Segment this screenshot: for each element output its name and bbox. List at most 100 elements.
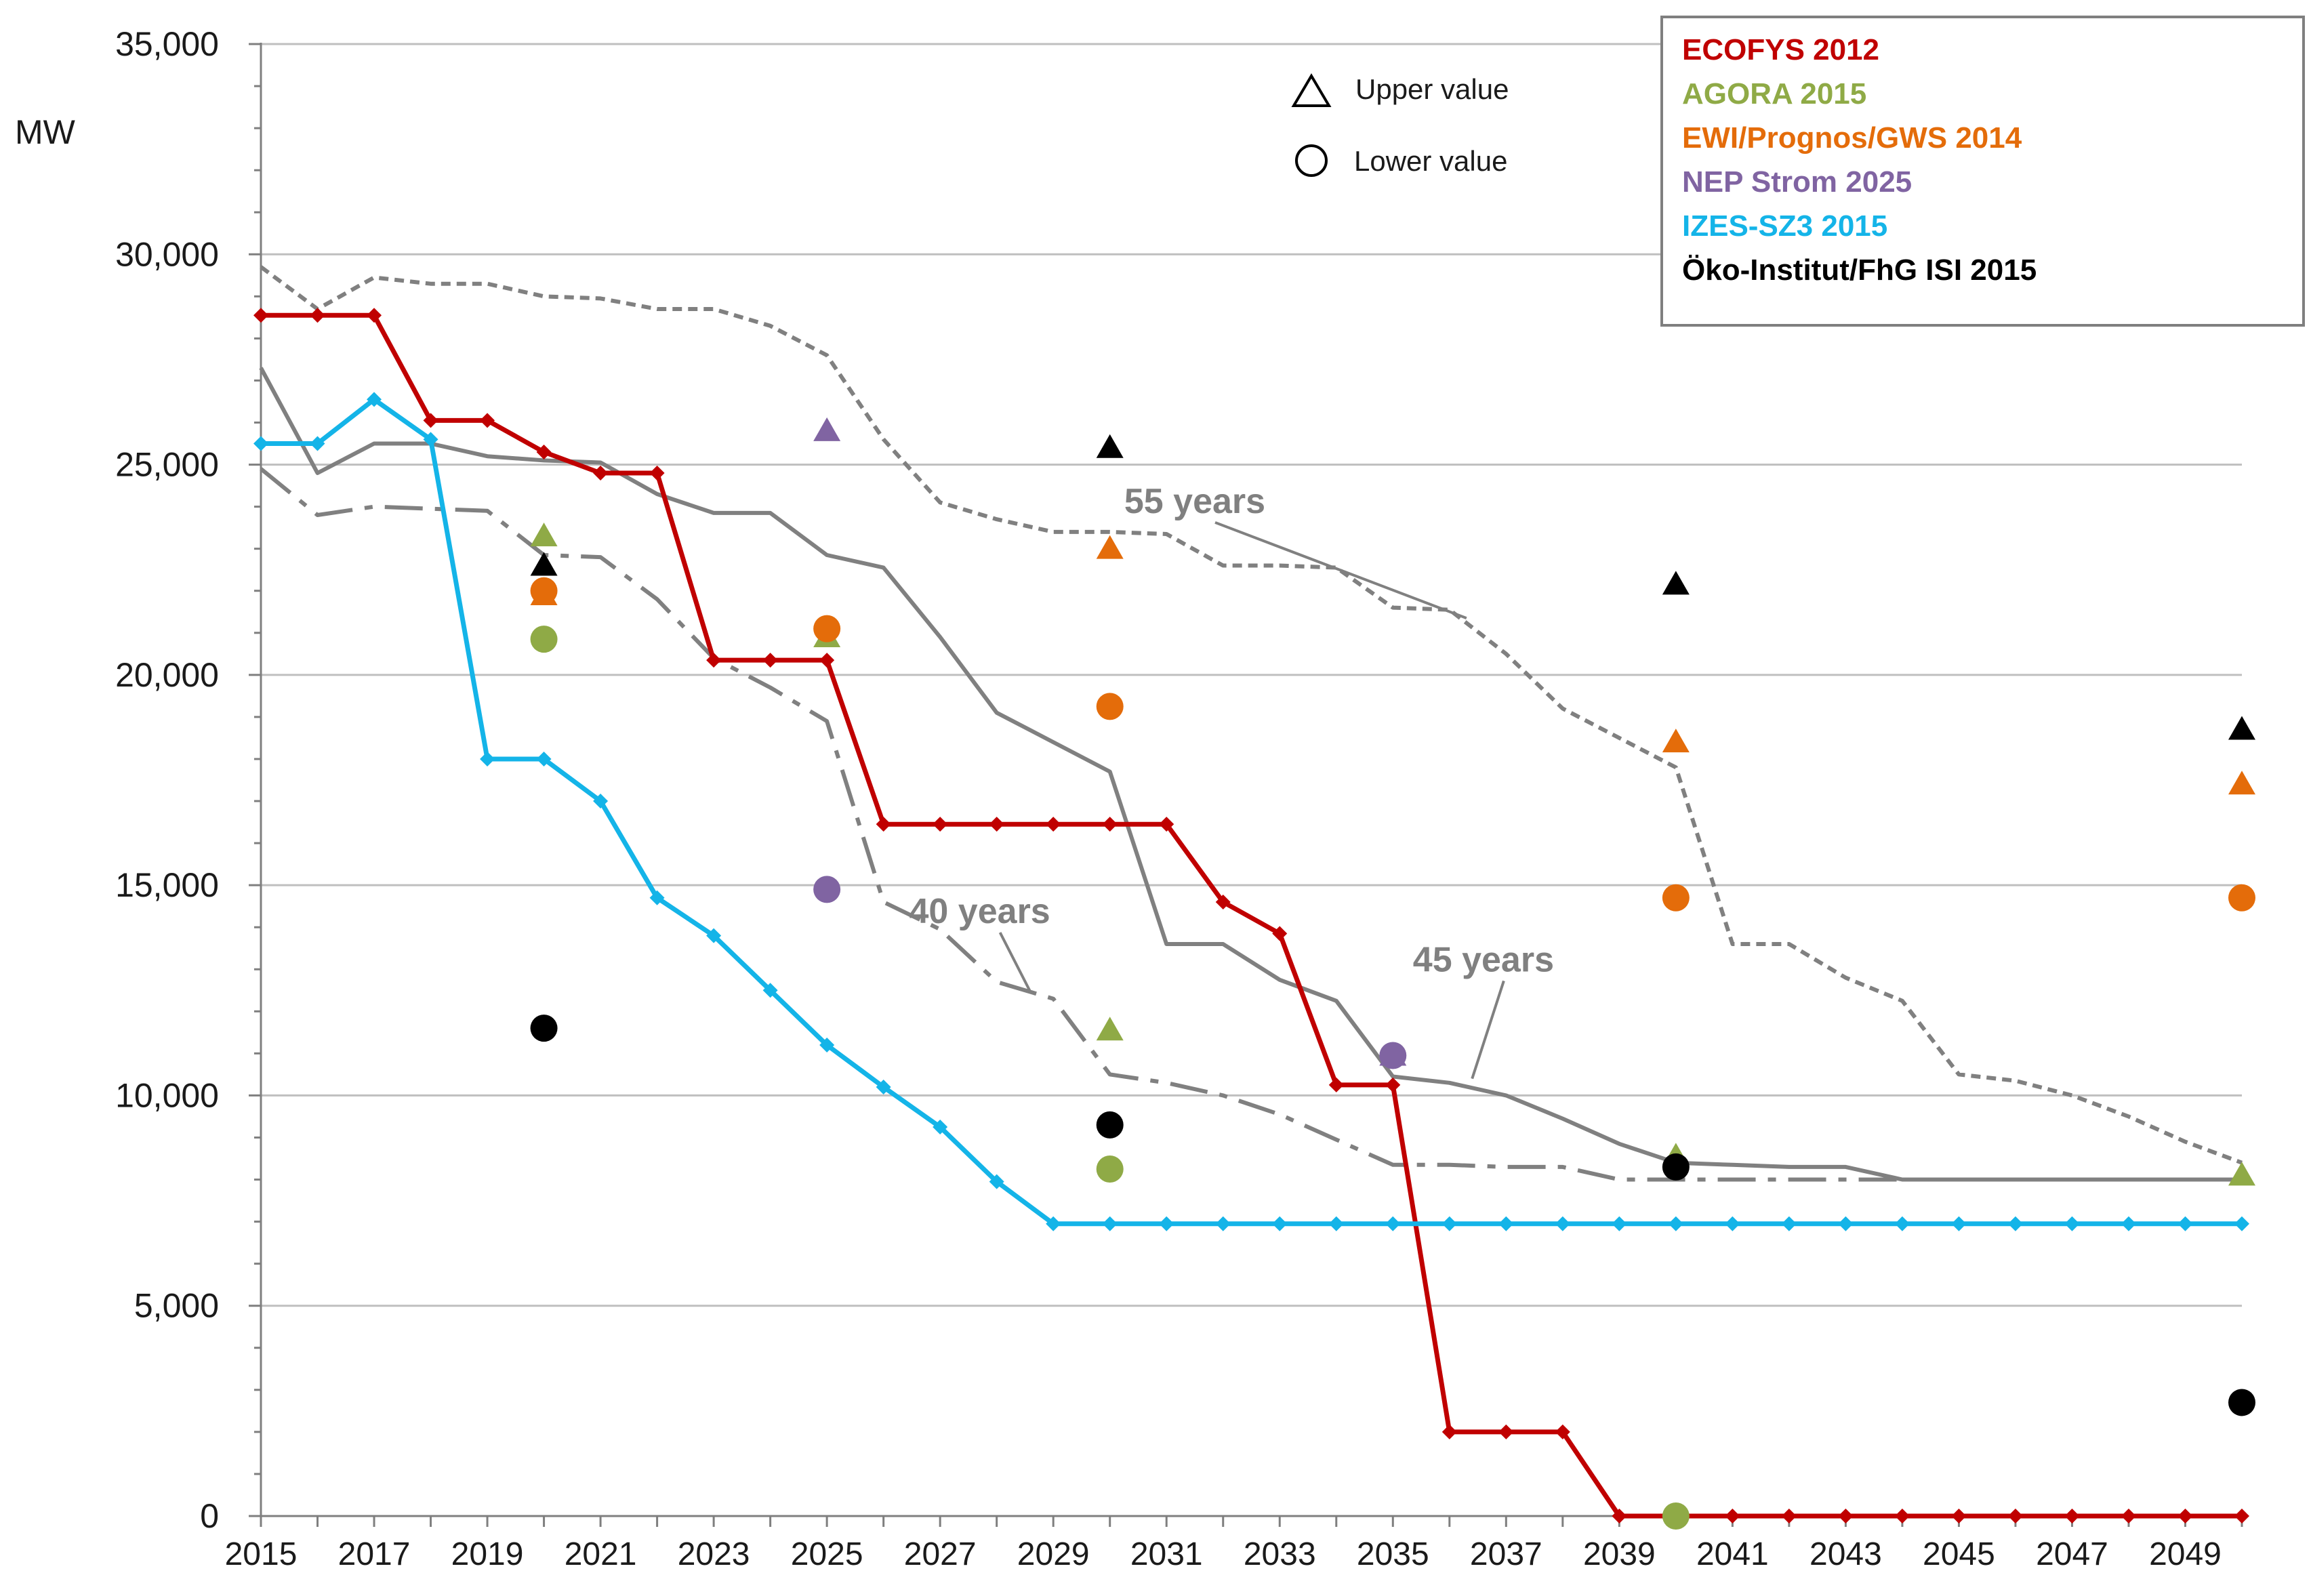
annotations: 55 years 40 years 45 years — [909, 482, 1554, 1080]
series-point-izes — [933, 1119, 948, 1134]
series-point-izes — [2177, 1216, 2193, 1231]
series-point-ecofys — [1046, 817, 1061, 832]
lower-value-marker-agora — [1096, 1155, 1124, 1183]
series-point-izes — [2007, 1216, 2023, 1231]
series-point-izes — [989, 1174, 1004, 1189]
x-tick-label: 2047 — [2036, 1536, 2108, 1572]
legend: ECOFYS 2012 AGORA 2015 EWI/Prognos/GWS 201… — [1660, 16, 2305, 327]
series-point-ecofys — [2121, 1509, 2136, 1523]
upper-value-marker-oeko — [1662, 571, 1690, 595]
lower-value-marker-nep — [1379, 1042, 1407, 1069]
upper-value-marker-oeko — [2228, 716, 2255, 740]
series-point-ecofys — [876, 817, 891, 832]
upper-value-marker-ewi — [1662, 729, 1690, 753]
series-point-izes — [310, 436, 325, 451]
series-point-ecofys — [1102, 817, 1118, 832]
upper-value-marker-agora — [2228, 1162, 2255, 1186]
annotation-label-life40: 40 years — [909, 892, 1050, 931]
series-point-ecofys — [1385, 1077, 1401, 1092]
series-point-ecofys — [536, 444, 552, 459]
x-tick-label: 2037 — [1470, 1536, 1542, 1572]
series-point-ecofys — [649, 465, 665, 480]
series-point-ecofys — [1555, 1424, 1570, 1439]
series-point-izes — [1894, 1216, 1910, 1231]
x-tick-label: 2031 — [1130, 1536, 1203, 1572]
y-axis-unit-label: MW — [15, 113, 76, 151]
series-point-izes — [1272, 1216, 1288, 1231]
series-point-izes — [1555, 1216, 1570, 1231]
series-point-ecofys — [1159, 817, 1174, 832]
upper-value-marker-ewi — [1096, 535, 1124, 559]
lower-value-marker-agora — [1662, 1502, 1690, 1530]
series-point-izes — [1781, 1216, 1797, 1231]
y-tick-label: 20,000 — [115, 656, 219, 694]
legend-entry-ecofys: ECOFYS 2012 — [1682, 33, 1879, 66]
series-point-izes — [1159, 1216, 1174, 1231]
series-point-ecofys — [1725, 1509, 1740, 1523]
y-tick-label: 15,000 — [115, 866, 219, 904]
series-point-izes — [367, 392, 382, 407]
series-point-ecofys — [762, 653, 778, 668]
y-tick-label: 10,000 — [115, 1076, 219, 1114]
lower-value-marker-oeko — [530, 1015, 558, 1042]
x-tick-label: 2043 — [1809, 1536, 1882, 1572]
upper-value-triangle-icon — [1291, 73, 1332, 107]
series-point-izes — [2064, 1216, 2080, 1231]
series-point-ecofys — [1612, 1509, 1627, 1523]
annotation-label-life55: 55 years — [1124, 482, 1265, 521]
y-tick-label: 30,000 — [115, 235, 219, 273]
x-tick-label: 2029 — [1017, 1536, 1090, 1572]
upper-value-marker-oeko — [530, 552, 558, 576]
legend-entries: ECOFYS 2012 AGORA 2015 EWI/Prognos/GWS 201… — [1682, 33, 2037, 287]
series-point-ecofys — [1951, 1509, 1967, 1523]
series-line-izes — [261, 396, 2242, 1227]
series-point-izes — [1215, 1216, 1231, 1231]
series-point-izes — [1951, 1216, 1967, 1231]
series-lines — [253, 265, 2249, 1523]
y-tick-label: 35,000 — [115, 25, 219, 63]
series-point-izes — [1725, 1216, 1740, 1231]
series-point-izes — [876, 1080, 891, 1095]
axes: 0 5,000 10,000 15,000 20,000 25,000 30,000 35,0… — [115, 25, 2243, 1572]
lower-value-legend-label: Lower value — [1354, 145, 1507, 177]
legend-entry-nep: NEP Strom 2025 — [1682, 165, 1912, 199]
lower-value-marker-nep — [813, 876, 841, 903]
series-point-izes — [1668, 1216, 1683, 1231]
series-point-ecofys — [593, 465, 609, 480]
series-point-ecofys — [706, 653, 722, 668]
x-tick-label: 2033 — [1244, 1536, 1316, 1572]
series-point-ecofys — [2234, 1509, 2249, 1523]
y-tick-label: 0 — [200, 1497, 219, 1535]
series-point-ecofys — [1441, 1424, 1457, 1439]
x-tick-label: 2025 — [791, 1536, 863, 1572]
annotation-leader-life40 — [998, 932, 1032, 994]
lower-value-marker-ewi — [1662, 884, 1690, 912]
upper-value-marker-agora — [1096, 1017, 1124, 1041]
series-point-izes — [706, 928, 722, 943]
lower-value-marker-ewi — [2228, 884, 2255, 912]
x-tick-label: 2035 — [1357, 1536, 1429, 1572]
series-point-ecofys — [1328, 1077, 1344, 1092]
series-point-izes — [1441, 1216, 1457, 1231]
scenario-points — [530, 417, 2255, 1530]
series-point-izes — [253, 436, 268, 451]
x-tick-label: 2019 — [451, 1536, 524, 1572]
lower-value-marker-oeko — [1096, 1111, 1124, 1139]
x-tick-label: 2021 — [565, 1536, 637, 1572]
lower-value-circle-icon — [1295, 144, 1328, 177]
series-point-izes — [1838, 1216, 1854, 1231]
upper-value-marker-agora — [530, 523, 558, 547]
series-point-izes — [536, 751, 552, 766]
series-point-ecofys — [933, 817, 948, 832]
lower-value-marker-ewi — [813, 615, 841, 642]
lower-value-marker-oeko — [2228, 1389, 2255, 1416]
series-point-izes — [593, 794, 609, 809]
x-tick-label: 2017 — [338, 1536, 411, 1572]
y-tick-label: 5,000 — [134, 1287, 219, 1325]
lower-value-marker-ewi — [530, 577, 558, 605]
series-point-ecofys — [1498, 1424, 1514, 1439]
series-point-izes — [1612, 1216, 1627, 1231]
series-point-izes — [423, 432, 438, 447]
x-tick-label: 2023 — [678, 1536, 750, 1572]
